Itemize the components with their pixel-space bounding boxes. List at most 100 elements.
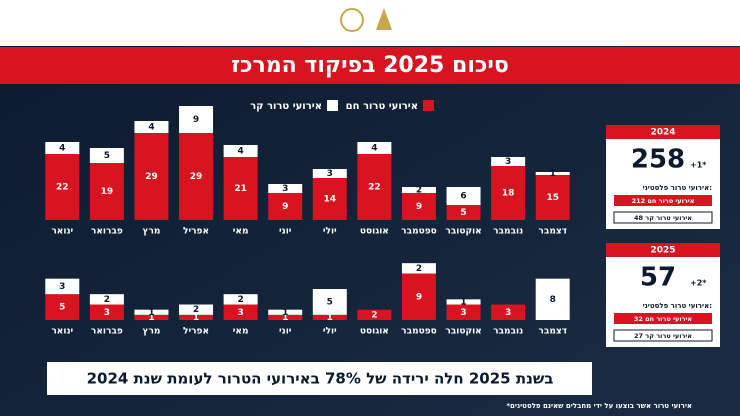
value-label: 1 [327, 313, 333, 323]
bar-segment [312, 178, 347, 220]
x-tick-label: מאי [233, 327, 249, 337]
x-tick-label: ספטמבר [401, 327, 437, 337]
x-tick-label: יולי [323, 227, 337, 237]
bar-segment [179, 304, 214, 315]
x-tick-label: פברואר [91, 327, 123, 337]
bar-segment [134, 121, 169, 133]
bar-segment [45, 142, 80, 154]
banner: בשנת 2025 חלה ירידה של 78% באירועי הטרור… [87, 370, 554, 388]
value-label: 2 [193, 305, 199, 315]
value-label: 3 [59, 282, 65, 292]
bar-segment [179, 314, 214, 320]
x-tick-label: יולי [323, 327, 337, 337]
bar-segment [268, 193, 303, 220]
value-label: 1 [282, 313, 288, 323]
x-tick-label: אפריל [183, 227, 209, 237]
bar-segment [134, 309, 169, 315]
x-tick-label: אוגוסט [360, 227, 389, 237]
bar-segment [401, 273, 436, 320]
value-label: 1 [550, 169, 556, 179]
bar-segment [491, 157, 526, 166]
bar-segment [179, 106, 214, 133]
summary-cold: 48 אירועי טרור קר [634, 214, 692, 222]
bar-segment [223, 145, 258, 157]
legend-swatch [423, 100, 434, 111]
value-label: 3 [327, 169, 333, 179]
bar-segment [89, 294, 124, 305]
title-bar [0, 47, 740, 84]
value-label: 5 [104, 151, 110, 161]
x-tick-label: ינואר [51, 327, 73, 337]
legend-label: אירועי טרור קר [250, 101, 322, 112]
value-label: 21 [234, 184, 247, 194]
bar-segment [446, 299, 481, 305]
value-label: 3 [505, 157, 511, 167]
value-label: 1 [148, 308, 154, 318]
bar-segment [312, 314, 347, 320]
bar-segment [491, 166, 526, 220]
bar-segment [535, 175, 570, 220]
x-tick-label: יוני [279, 227, 292, 237]
value-label: 1 [148, 313, 154, 323]
bar-segment [223, 294, 258, 305]
x-tick-label: אוגוסט [360, 327, 389, 337]
x-tick-label: ינואר [51, 227, 73, 237]
summary-cold-box [613, 329, 713, 342]
value-label: 9 [416, 202, 422, 212]
bar-segment [357, 309, 392, 320]
bar-segment [89, 304, 124, 320]
bar-segment [45, 278, 80, 295]
value-label: 3 [104, 308, 110, 318]
summary-total: 57 [640, 263, 676, 293]
bar-segment [45, 294, 80, 320]
value-label: 5 [59, 303, 65, 313]
x-tick-label: אפריל [183, 327, 209, 337]
summary-caption: אירועי טרור פלסטיני: [643, 302, 713, 310]
title: סיכום 2025 בפיקוד המרכז [231, 53, 509, 78]
bar-segment [134, 314, 169, 320]
bar-segment [491, 304, 526, 320]
summary-hot: 32 אירועי טרור חם [634, 315, 693, 323]
bar-segment [223, 304, 258, 320]
x-tick-label: ספטמבר [401, 227, 437, 237]
summary-extra: +2* [690, 279, 707, 288]
summary-total: 258 [631, 145, 685, 175]
logo-strip [0, 0, 740, 46]
bar-segment [357, 142, 392, 154]
logo [340, 8, 364, 32]
bar-segment [312, 289, 347, 315]
bar-segment [401, 263, 436, 274]
bar-segment [357, 154, 392, 220]
bar-segment [312, 169, 347, 178]
legend-label: אירועי טרור חם [346, 101, 418, 112]
x-tick-label: אוקטובר [445, 227, 481, 237]
value-label: 14 [324, 195, 337, 205]
x-tick-label: נובמבר [493, 227, 523, 237]
bar-segment [268, 314, 303, 320]
value-label: 4 [148, 123, 154, 133]
bar-segment [446, 304, 481, 320]
bar-segment [89, 148, 124, 163]
value-label: 9 [193, 115, 199, 125]
summary-hot-box [614, 313, 712, 324]
x-tick-label: מרץ [143, 327, 161, 337]
value-label: 3 [505, 308, 511, 318]
summary-header [606, 243, 720, 257]
summary-hot-box [614, 195, 712, 206]
x-tick-label: אוקטובר [445, 327, 481, 337]
value-label: 1 [460, 297, 466, 307]
x-tick-label: נובמבר [493, 327, 523, 337]
bar-segment [535, 278, 570, 320]
bar-segment [134, 133, 169, 220]
x-tick-label: מאי [233, 227, 249, 237]
value-label: 5 [327, 297, 333, 307]
value-label: 15 [546, 193, 559, 203]
value-label: 22 [56, 183, 69, 193]
bar-segment [401, 187, 436, 193]
value-label: 3 [282, 184, 288, 194]
x-tick-label: מרץ [143, 227, 161, 237]
value-label: 29 [190, 172, 203, 182]
summary-extra: +1* [690, 161, 707, 170]
